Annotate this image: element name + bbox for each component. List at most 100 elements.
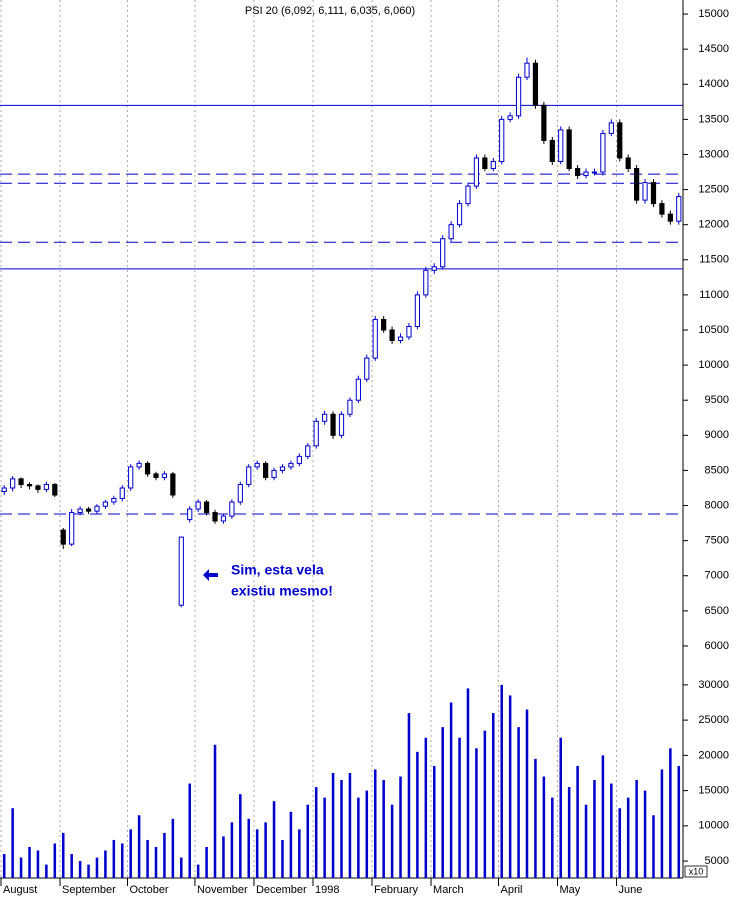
candle-body: [229, 501, 235, 517]
candle-body: [676, 196, 682, 222]
volume-bar: [19, 857, 23, 878]
y-tick-label: 7000: [705, 570, 729, 582]
volume-bar: [247, 818, 251, 878]
volume-bar: [373, 769, 377, 878]
x-tick-label: September: [62, 884, 116, 896]
candle-body: [1, 487, 7, 492]
candle-body: [381, 318, 387, 331]
x-tick-label: March: [433, 884, 464, 896]
candle-body: [507, 115, 513, 120]
candle-body: [423, 269, 429, 296]
candle-body: [170, 473, 176, 496]
volume-bar: [78, 861, 82, 878]
y-tick-label: 8500: [705, 464, 729, 476]
x-tick-label: November: [197, 884, 248, 896]
volume-tick-label: 10000: [698, 820, 729, 832]
candle-body: [212, 512, 218, 522]
candle-body: [246, 466, 252, 485]
candle-body: [440, 238, 446, 268]
x-tick-label: May: [560, 884, 581, 896]
volume-bar: [340, 780, 343, 878]
candle-body: [322, 413, 328, 422]
volume-bar: [458, 737, 461, 878]
y-tick-label: 14000: [698, 78, 729, 90]
volume-bar: [331, 772, 335, 878]
volume-bar: [669, 748, 672, 878]
x-tick-label: February: [374, 884, 419, 896]
volume-bar: [551, 797, 554, 878]
candle-body: [161, 473, 168, 478]
volume-bar: [2, 854, 6, 878]
candle-body: [153, 473, 159, 478]
volume-bar: [652, 815, 655, 878]
volume-bar: [626, 797, 630, 878]
candle-body: [18, 478, 24, 485]
volume-bar: [365, 790, 369, 878]
volume-bar: [314, 787, 318, 878]
annotation-text: Sim, esta vela: [231, 562, 324, 578]
candle-body: [566, 129, 572, 170]
volume-bar: [171, 818, 175, 878]
candle-body: [456, 203, 463, 226]
candle-body: [330, 413, 336, 436]
y-tick-label: 11500: [699, 254, 729, 266]
volume-bar: [53, 843, 57, 878]
volume-bar: [239, 794, 242, 878]
y-tick-label: 12500: [698, 183, 729, 195]
y-tick-label: 15000: [698, 8, 729, 20]
candle-body: [650, 182, 657, 205]
y-tick-label: 13500: [698, 113, 729, 125]
volume-bar: [281, 839, 284, 878]
x-tick-label: April: [500, 884, 522, 896]
candle-body: [35, 485, 41, 490]
volume-bar: [154, 846, 158, 878]
candle-body: [85, 508, 92, 512]
volume-bar: [196, 864, 200, 878]
volume-bar: [188, 783, 191, 878]
volume-bar: [601, 755, 605, 878]
volume-bar: [272, 801, 276, 878]
candle-body: [338, 413, 345, 436]
candle-body: [532, 62, 539, 106]
volume-bar: [508, 695, 512, 878]
volume-bar: [424, 737, 428, 878]
volume-bar: [567, 787, 571, 878]
annotation-text: existiu mesmo!: [231, 583, 333, 599]
candle-body: [94, 505, 100, 512]
candle-body: [549, 139, 555, 162]
candle-body: [482, 157, 488, 170]
candle-body: [558, 129, 564, 162]
candle-body: [591, 171, 598, 174]
volume-tick-label: 25000: [698, 714, 729, 726]
x-tick-label: 1998: [315, 884, 339, 896]
volume-bar: [407, 713, 411, 878]
candle-body: [10, 478, 16, 489]
candle-body: [305, 445, 311, 457]
volume-bar: [222, 836, 225, 878]
y-tick-label: 9500: [705, 394, 729, 406]
volume-bar: [36, 850, 40, 878]
candle-body: [389, 329, 395, 342]
volume-bar: [390, 804, 394, 878]
volume-bar: [205, 846, 208, 878]
volume-bar: [348, 772, 352, 878]
volume-bar: [584, 804, 588, 878]
unit-box: [684, 865, 708, 878]
y-tick-label: 12000: [698, 219, 729, 231]
candle-body: [608, 122, 614, 134]
candle-body: [136, 462, 142, 468]
candle-body: [313, 420, 319, 447]
candle-body: [144, 462, 151, 475]
candle-body: [263, 462, 269, 478]
volume-bar: [306, 804, 310, 878]
candle-body: [203, 501, 210, 514]
candle-body: [187, 508, 193, 521]
volume-bar: [542, 776, 546, 878]
y-tick-label: 10500: [698, 324, 729, 336]
y-tick-label: 11000: [699, 289, 729, 301]
candle-body: [288, 462, 294, 468]
candle-body: [431, 266, 437, 271]
candle-body: [634, 168, 640, 201]
volume-bar: [610, 783, 613, 878]
candle-body: [667, 213, 673, 222]
